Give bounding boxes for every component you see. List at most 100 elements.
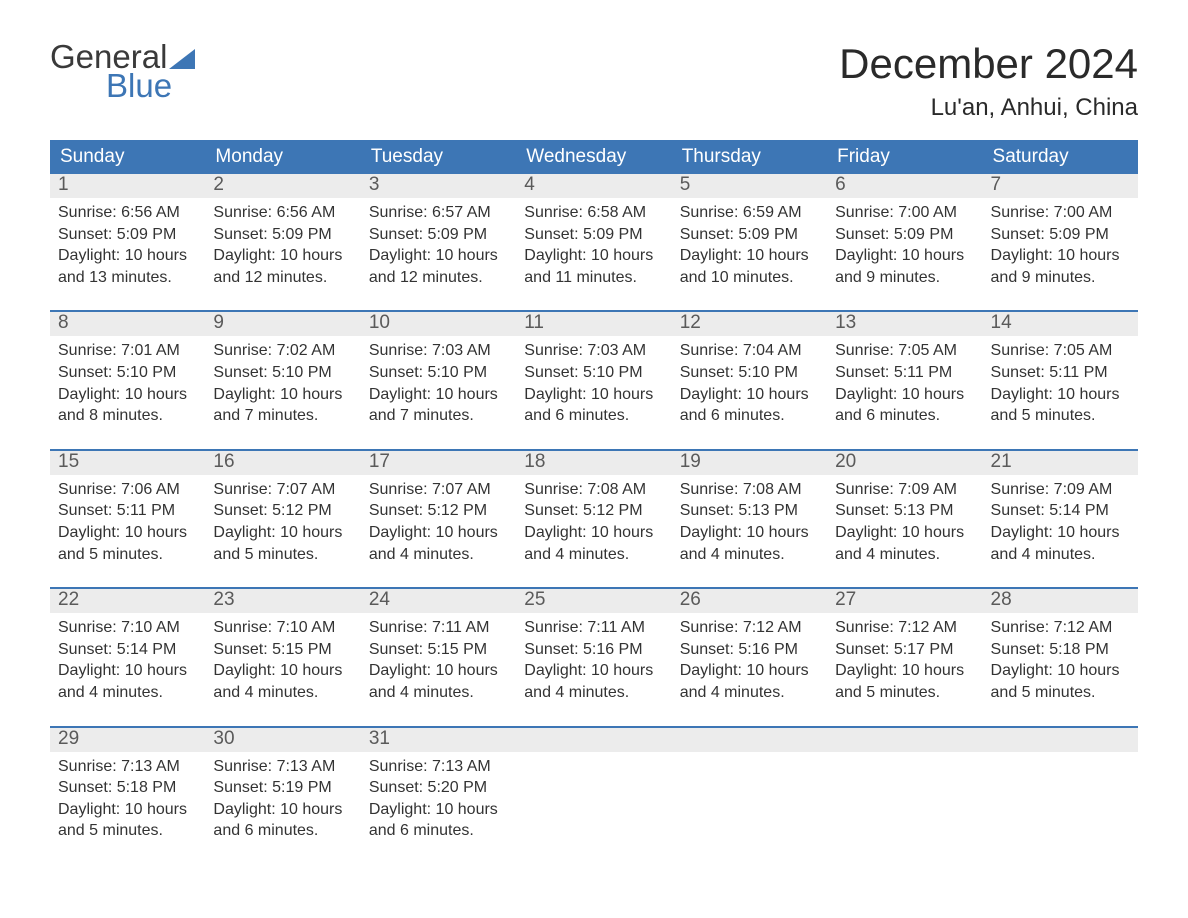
sail-icon [169, 49, 195, 69]
dayname-header: Thursday [672, 140, 827, 174]
sunset-text: Sunset: 5:09 PM [58, 224, 197, 246]
daylight-text: Daylight: 10 hours and 9 minutes. [991, 245, 1130, 288]
date-number: 29 [50, 728, 205, 752]
daylight-text: Daylight: 10 hours and 7 minutes. [369, 384, 508, 427]
dayname-header: Saturday [983, 140, 1138, 174]
daylight-text: Daylight: 10 hours and 4 minutes. [524, 522, 663, 565]
sunset-text: Sunset: 5:09 PM [680, 224, 819, 246]
sunset-text: Sunset: 5:10 PM [524, 362, 663, 384]
daylight-text: Daylight: 10 hours and 10 minutes. [680, 245, 819, 288]
sunset-text: Sunset: 5:13 PM [680, 500, 819, 522]
sunset-text: Sunset: 5:11 PM [991, 362, 1130, 384]
sunrise-text: Sunrise: 7:08 AM [524, 479, 663, 501]
daylight-text: Daylight: 10 hours and 5 minutes. [991, 384, 1130, 427]
date-number [516, 728, 671, 752]
daylight-text: Daylight: 10 hours and 9 minutes. [835, 245, 974, 288]
date-number: 22 [50, 589, 205, 613]
daylight-text: Daylight: 10 hours and 12 minutes. [213, 245, 352, 288]
sunrise-text: Sunrise: 6:58 AM [524, 202, 663, 224]
date-number: 1 [50, 174, 205, 198]
date-number [672, 728, 827, 752]
sunrise-text: Sunrise: 7:06 AM [58, 479, 197, 501]
date-number: 27 [827, 589, 982, 613]
sunrise-text: Sunrise: 7:12 AM [680, 617, 819, 639]
date-bar: 293031 [50, 728, 1138, 752]
sunset-text: Sunset: 5:09 PM [524, 224, 663, 246]
daylight-text: Daylight: 10 hours and 8 minutes. [58, 384, 197, 427]
day-detail: Sunrise: 6:59 AMSunset: 5:09 PMDaylight:… [672, 198, 827, 296]
day-detail: Sunrise: 7:02 AMSunset: 5:10 PMDaylight:… [205, 336, 360, 434]
sunset-text: Sunset: 5:13 PM [835, 500, 974, 522]
sunrise-text: Sunrise: 7:10 AM [213, 617, 352, 639]
day-detail: Sunrise: 7:11 AMSunset: 5:16 PMDaylight:… [516, 613, 671, 711]
date-number: 13 [827, 312, 982, 336]
sunset-text: Sunset: 5:09 PM [369, 224, 508, 246]
daylight-text: Daylight: 10 hours and 6 minutes. [835, 384, 974, 427]
sunset-text: Sunset: 5:10 PM [680, 362, 819, 384]
daylight-text: Daylight: 10 hours and 5 minutes. [991, 660, 1130, 703]
daylight-text: Daylight: 10 hours and 13 minutes. [58, 245, 197, 288]
detail-row: Sunrise: 6:56 AMSunset: 5:09 PMDaylight:… [50, 198, 1138, 296]
sunset-text: Sunset: 5:11 PM [58, 500, 197, 522]
day-detail [516, 752, 671, 850]
detail-row: Sunrise: 7:01 AMSunset: 5:10 PMDaylight:… [50, 336, 1138, 434]
date-number: 17 [361, 451, 516, 475]
month-title: December 2024 [839, 40, 1138, 88]
sunset-text: Sunset: 5:15 PM [213, 639, 352, 661]
sunrise-text: Sunrise: 7:00 AM [835, 202, 974, 224]
date-bar: 15161718192021 [50, 451, 1138, 475]
sunrise-text: Sunrise: 7:09 AM [991, 479, 1130, 501]
sunset-text: Sunset: 5:14 PM [58, 639, 197, 661]
day-detail: Sunrise: 6:57 AMSunset: 5:09 PMDaylight:… [361, 198, 516, 296]
date-number [827, 728, 982, 752]
daylight-text: Daylight: 10 hours and 6 minutes. [369, 799, 508, 842]
sunset-text: Sunset: 5:11 PM [835, 362, 974, 384]
date-number: 18 [516, 451, 671, 475]
detail-row: Sunrise: 7:13 AMSunset: 5:18 PMDaylight:… [50, 752, 1138, 850]
sunset-text: Sunset: 5:10 PM [213, 362, 352, 384]
day-detail: Sunrise: 7:11 AMSunset: 5:15 PMDaylight:… [361, 613, 516, 711]
date-number: 14 [983, 312, 1138, 336]
sunrise-text: Sunrise: 7:12 AM [991, 617, 1130, 639]
sunset-text: Sunset: 5:15 PM [369, 639, 508, 661]
logo-word-2: Blue [106, 69, 195, 102]
date-number: 31 [361, 728, 516, 752]
date-number: 9 [205, 312, 360, 336]
sunrise-text: Sunrise: 7:03 AM [369, 340, 508, 362]
sunset-text: Sunset: 5:16 PM [524, 639, 663, 661]
date-number: 30 [205, 728, 360, 752]
dayname-header: Monday [205, 140, 360, 174]
date-number: 11 [516, 312, 671, 336]
week-row: 15161718192021Sunrise: 7:06 AMSunset: 5:… [50, 449, 1138, 573]
day-detail: Sunrise: 7:04 AMSunset: 5:10 PMDaylight:… [672, 336, 827, 434]
date-number: 25 [516, 589, 671, 613]
dayname-header: Wednesday [516, 140, 671, 174]
sunset-text: Sunset: 5:14 PM [991, 500, 1130, 522]
daylight-text: Daylight: 10 hours and 7 minutes. [213, 384, 352, 427]
day-detail: Sunrise: 7:03 AMSunset: 5:10 PMDaylight:… [516, 336, 671, 434]
day-detail: Sunrise: 6:56 AMSunset: 5:09 PMDaylight:… [50, 198, 205, 296]
daylight-text: Daylight: 10 hours and 4 minutes. [835, 522, 974, 565]
sunset-text: Sunset: 5:09 PM [213, 224, 352, 246]
sunrise-text: Sunrise: 7:10 AM [58, 617, 197, 639]
daylight-text: Daylight: 10 hours and 4 minutes. [524, 660, 663, 703]
day-detail: Sunrise: 7:06 AMSunset: 5:11 PMDaylight:… [50, 475, 205, 573]
detail-row: Sunrise: 7:06 AMSunset: 5:11 PM Daylight:… [50, 475, 1138, 573]
daylight-text: Daylight: 10 hours and 4 minutes. [680, 660, 819, 703]
day-detail: Sunrise: 7:13 AMSunset: 5:20 PMDaylight:… [361, 752, 516, 850]
date-number: 24 [361, 589, 516, 613]
day-detail: Sunrise: 7:09 AMSunset: 5:14 PMDaylight:… [983, 475, 1138, 573]
sunset-text: Sunset: 5:16 PM [680, 639, 819, 661]
day-detail: Sunrise: 7:03 AMSunset: 5:10 PMDaylight:… [361, 336, 516, 434]
sunrise-text: Sunrise: 7:07 AM [369, 479, 508, 501]
day-detail: Sunrise: 7:13 AMSunset: 5:18 PMDaylight:… [50, 752, 205, 850]
date-number: 2 [205, 174, 360, 198]
sunset-text: Sunset: 5:09 PM [991, 224, 1130, 246]
date-number: 20 [827, 451, 982, 475]
day-detail: Sunrise: 7:07 AMSunset: 5:12 PMDaylight:… [361, 475, 516, 573]
daylight-text: Daylight: 10 hours and 5 minutes. [213, 522, 352, 565]
day-detail [672, 752, 827, 850]
weeks-container: 1234567Sunrise: 6:56 AMSunset: 5:09 PMDa… [50, 174, 1138, 850]
location-text: Lu'an, Anhui, China [839, 94, 1138, 122]
sunrise-text: Sunrise: 7:12 AM [835, 617, 974, 639]
